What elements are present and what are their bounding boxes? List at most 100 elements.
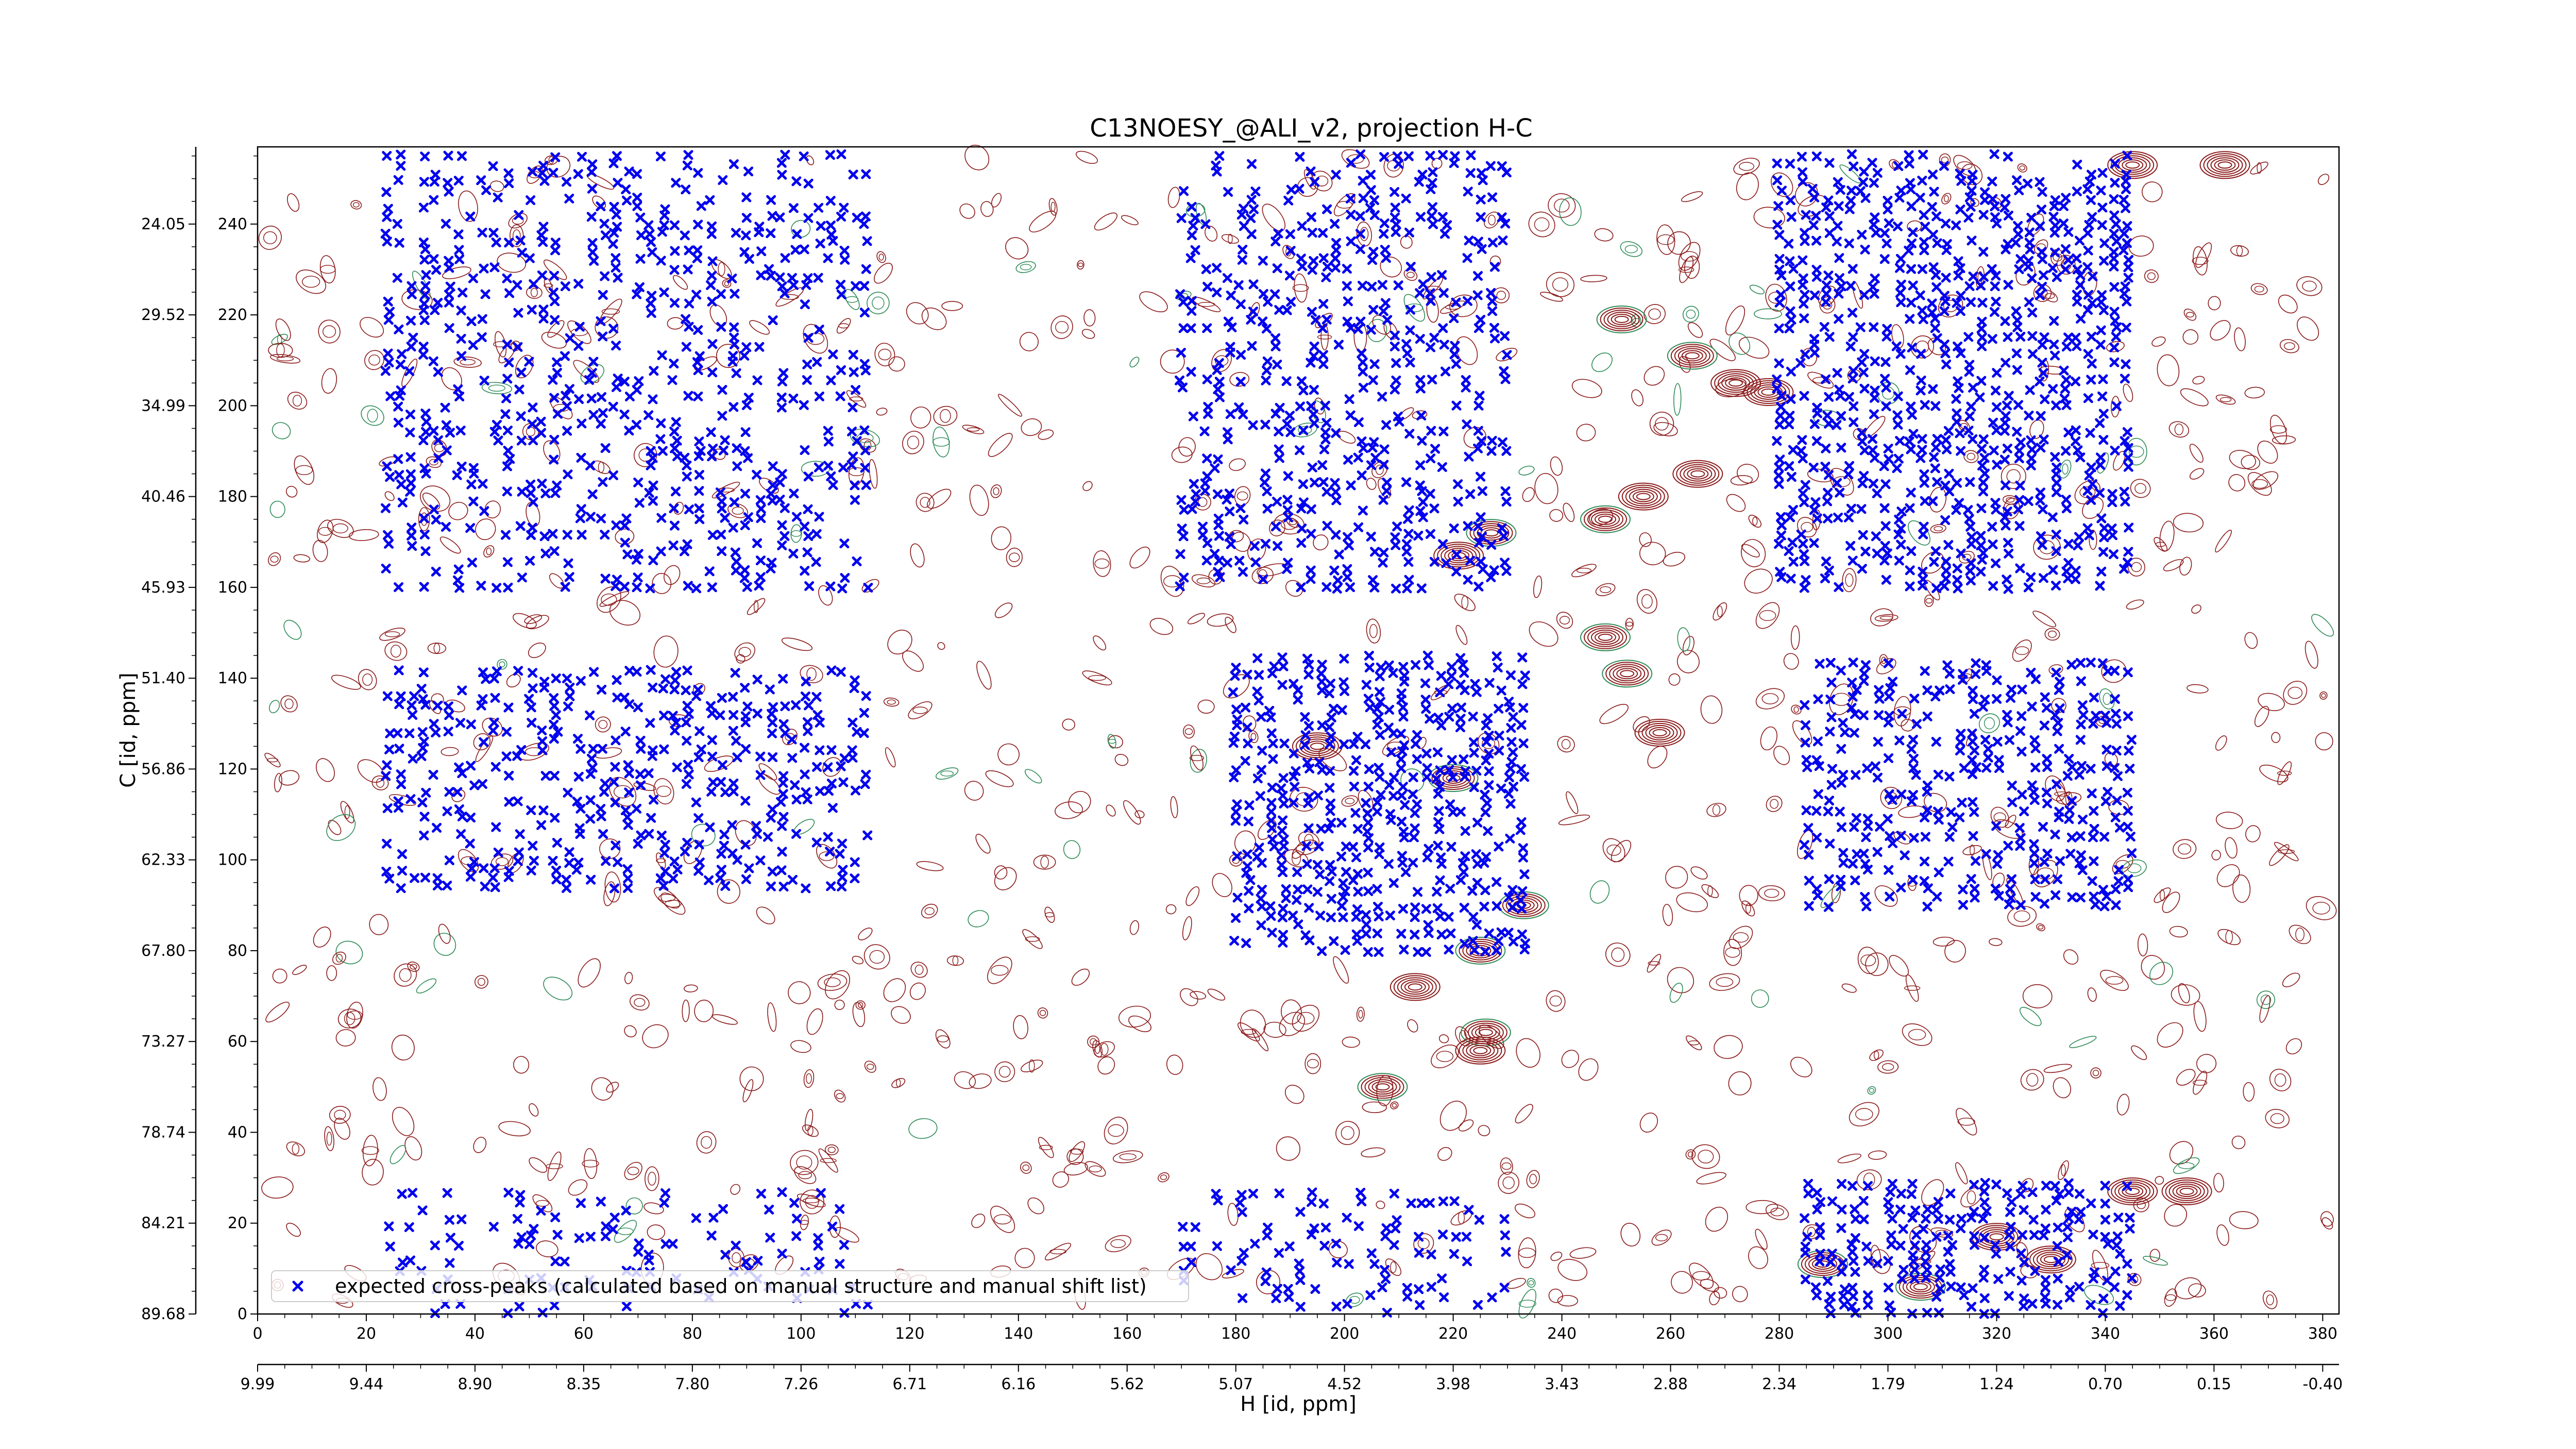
contour-ring [1015,261,1036,273]
contour-ring [1700,695,1723,724]
contour-ring [2155,1176,2164,1185]
contour-ring [1546,990,1566,1012]
contour-ring [1526,1170,1540,1188]
contour-ring [1682,636,1694,655]
contour-ring [1791,704,1802,715]
contour-ring [269,700,280,714]
contour-ring [1730,475,1753,485]
contour-ring [975,834,991,854]
contour-ring [888,356,905,372]
contour-ring [1406,272,1415,278]
contour-ring [1087,1035,1100,1048]
contour-ring [1039,1144,1053,1151]
contour-ring [460,359,476,365]
contour-ring [987,956,1012,984]
contour-ring [2225,930,2233,944]
contour-ring [536,1240,558,1257]
contour-ring [1559,197,1582,226]
contour-ring [318,527,332,536]
contour-ring [283,619,302,640]
contour-ring [1356,1006,1365,1022]
contour-ring [1529,621,1558,647]
contour-ring [1665,866,1688,889]
contour-ring [1687,322,1703,338]
contour-ring [863,440,872,451]
contour-ring [2036,923,2045,932]
contour-ring [1055,321,1069,334]
contour-ring [806,155,815,165]
contour-ring [994,867,1017,890]
contour-ring [513,613,537,629]
contour-ring [1376,1201,1385,1209]
contour-ring [1390,1101,1399,1109]
contour-ring [962,425,985,434]
contour-ring [800,665,823,683]
contour-ring [1227,1203,1239,1226]
contour-ring [796,1193,826,1207]
contour-ring [1793,706,1799,713]
contour-ring [1281,999,1302,1025]
contour-ring [1229,372,1250,387]
contour-ring [2164,1288,2177,1307]
contour-ring [1688,1040,1700,1046]
contour-ring [368,355,380,366]
contour-ring [1279,1012,1305,1036]
contour-ring [1839,164,1861,183]
contour-ring [2217,929,2241,946]
contour-ring [802,1124,819,1137]
contour-ring [578,958,601,988]
contour-ring [1020,264,1032,271]
contour-ring [652,573,672,594]
contour-ring [515,355,534,379]
contour-ring [993,1214,1012,1225]
contour-ring [1077,260,1084,270]
contour-ring [2315,732,2333,751]
contour-ring [874,262,893,284]
contour-ring [1549,509,1564,522]
contour-ring [583,1148,598,1180]
contour-ring [1933,936,1955,947]
contour-ring [431,439,448,457]
contour-ring [1294,273,1308,303]
contour-ring [1094,558,1110,569]
contour-ring [1318,748,1347,771]
contour-ring [2006,497,2015,503]
contour-ring [767,1002,777,1032]
contour-ring [806,667,817,681]
contour-ring [997,394,1022,417]
contour-ring [1860,954,1876,967]
contour-ring [1025,936,1040,942]
contour-ring [717,879,740,904]
contour-ring [490,180,504,192]
contour-ring [976,661,992,690]
contour-ring [1478,1125,1490,1136]
contour-ring [921,903,938,919]
contour-ring [1014,1248,1035,1269]
contour-ring [2006,469,2021,484]
contour-ring [940,409,951,423]
contour-ring [2270,1113,2284,1124]
contour-ring [885,747,896,768]
contour-ring [1620,241,1642,257]
contour-ring [2225,837,2238,859]
contour-ring [457,849,479,872]
contour-ring [1292,1004,1320,1032]
contour-ring [1874,885,1898,907]
contour-ring [2196,1054,2217,1073]
contour-ring [2251,479,2268,489]
contour-ring [941,301,963,311]
contour-ring [818,585,833,606]
contour-ring [1751,989,1769,1008]
contour-ring [1170,796,1178,818]
contour-ring [1082,670,1112,686]
contour-ring [269,500,285,518]
contour-ring [1037,1007,1048,1019]
contour-ring [2228,474,2246,492]
contour-ring [658,894,676,902]
contour-ring [645,1166,659,1191]
contour-ring [1930,524,1946,533]
contour-ring [401,289,433,310]
contour-ring [1905,974,1919,1002]
contour-ring [2219,397,2232,402]
contour-ring [2191,604,2201,614]
